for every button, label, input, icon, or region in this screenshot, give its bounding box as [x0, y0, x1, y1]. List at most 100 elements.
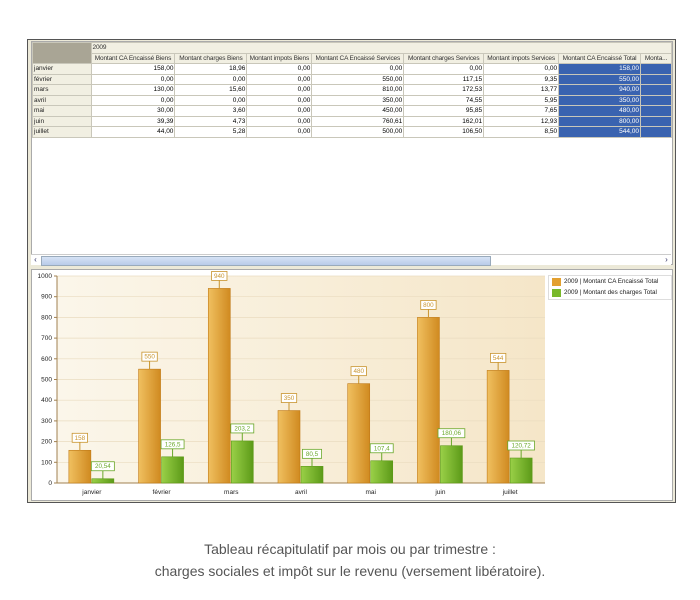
table-cell[interactable]: 158,00 — [558, 63, 642, 75]
table-cell[interactable]: 15,60 — [174, 84, 248, 96]
table-cell[interactable]: 158,00 — [90, 63, 176, 75]
legend-item-ca: 2009 | Montant CA Encaissé Total — [549, 276, 671, 287]
data-label: 940 — [214, 273, 225, 280]
column-header[interactable]: Montant impots Services — [483, 52, 560, 64]
column-header[interactable]: Montant charges Services — [403, 52, 485, 64]
row-header[interactable]: mars — [32, 84, 92, 96]
column-header[interactable]: Montant CA Encaissé Biens — [90, 52, 176, 64]
table-cell[interactable]: 130,00 — [90, 84, 176, 96]
table-cell[interactable]: 810,00 — [311, 84, 405, 96]
year-header[interactable]: 2009 — [90, 42, 672, 54]
table-cell[interactable]: 480,00 — [558, 105, 642, 117]
column-header[interactable]: Montant impots Biens — [246, 52, 313, 64]
table-cell[interactable]: 39,39 — [90, 115, 176, 127]
table-cell[interactable]: 13,77 — [483, 84, 560, 96]
table-cell[interactable]: 0,00 — [403, 63, 485, 75]
bar-charges — [440, 445, 463, 484]
row-header[interactable]: mai — [32, 105, 92, 117]
table-cell[interactable]: 544,00 — [558, 126, 642, 138]
horizontal-scrollbar[interactable]: ‹ › — [31, 254, 671, 266]
column-header[interactable]: Montant CA Encaissé Total — [558, 52, 642, 64]
legend-swatch — [552, 288, 561, 297]
table-cell[interactable]: 4,73 — [174, 115, 248, 127]
table-cell[interactable] — [640, 63, 672, 75]
table-cell[interactable]: 44,00 — [90, 126, 176, 138]
table-cell[interactable]: 5,95 — [483, 94, 560, 106]
table-cell[interactable] — [640, 84, 672, 96]
table-cell[interactable] — [640, 105, 672, 117]
y-tick-label: 500 — [41, 377, 52, 384]
table-row[interactable]: mai 30,00 3,60 0,00 450,00 95,85 7,65 480,00 — [32, 105, 672, 117]
table-cell[interactable]: 0,00 — [246, 84, 313, 96]
y-tick-label: 700 — [41, 335, 52, 342]
column-header[interactable]: Monta... — [640, 52, 672, 64]
data-label-box — [350, 366, 367, 377]
row-header[interactable]: juin — [32, 115, 92, 127]
table-cell[interactable]: 18,96 — [174, 63, 248, 75]
table-cell[interactable]: 117,15 — [403, 73, 485, 85]
table-cell[interactable]: 5,28 — [174, 126, 248, 138]
table-cell[interactable]: 940,00 — [558, 84, 642, 96]
table-cell[interactable]: 0,00 — [246, 126, 313, 138]
table-cell[interactable]: 12,93 — [483, 115, 560, 127]
table-cell[interactable]: 0,00 — [246, 115, 313, 127]
table-cell[interactable] — [640, 73, 672, 85]
table-cell[interactable]: 0,00 — [246, 73, 313, 85]
table-cell[interactable]: 0,00 — [246, 63, 313, 75]
data-label-box — [490, 352, 507, 363]
table-row[interactable]: janvier 158,00 18,96 0,00 0,00 0,00 0,00 158,00 — [32, 63, 672, 75]
table-cell[interactable]: 0,00 — [174, 94, 248, 106]
table-row[interactable]: avril 0,00 0,00 0,00 350,00 74,55 5,95 350,00 — [32, 94, 672, 106]
table-cell[interactable]: 74,55 — [403, 94, 485, 106]
scrollbar-thumb[interactable] — [41, 256, 491, 266]
table-cell[interactable]: 0,00 — [483, 63, 560, 75]
row-header[interactable]: juillet — [32, 126, 92, 138]
table-cell[interactable]: 0,00 — [246, 94, 313, 106]
table-row[interactable]: mars 130,00 15,60 0,00 810,00 172,53 13,77 940,… — [32, 84, 672, 96]
data-label-box — [90, 461, 115, 472]
row-header[interactable]: février — [32, 73, 92, 85]
table-row[interactable]: février 0,00 0,00 0,00 550,00 117,15 9,35 550,0… — [32, 73, 672, 85]
table-cell[interactable] — [640, 126, 672, 138]
bar-ca — [277, 410, 301, 484]
scroll-right-icon[interactable]: › — [665, 255, 668, 264]
table-cell[interactable]: 550,00 — [311, 73, 405, 85]
bar-charges — [230, 440, 254, 484]
table-cell[interactable]: 95,85 — [403, 105, 485, 117]
table-row[interactable]: juin 39,39 4,73 0,00 760,61 162,01 12,93 800,00 — [32, 115, 672, 127]
data-label: 800 — [423, 302, 434, 309]
table-cell[interactable]: 3,60 — [174, 105, 248, 117]
table-cell[interactable]: 9,35 — [483, 73, 560, 85]
table-cell[interactable] — [640, 94, 672, 106]
table-cell[interactable]: 0,00 — [246, 105, 313, 117]
table-cell[interactable]: 30,00 — [90, 105, 176, 117]
data-label-box — [141, 351, 158, 362]
table-cell[interactable]: 106,50 — [403, 126, 485, 138]
column-header[interactable]: Montant CA Encaissé Services — [311, 52, 405, 64]
row-header[interactable]: avril — [32, 94, 92, 106]
table-cell[interactable]: 172,53 — [403, 84, 485, 96]
table-row[interactable]: juillet 44,00 5,28 0,00 500,00 106,50 8,50 544,… — [32, 126, 672, 138]
table-cell[interactable]: 760,61 — [311, 115, 405, 127]
bar-charges — [370, 460, 394, 484]
table-cell[interactable]: 800,00 — [558, 115, 642, 127]
column-header[interactable]: Montant charges Biens — [174, 52, 248, 64]
table-cell[interactable]: 0,00 — [90, 94, 176, 106]
y-tick-label: 100 — [41, 459, 52, 466]
x-tick-label: mai — [365, 489, 375, 496]
table-cell[interactable]: 350,00 — [558, 94, 642, 106]
table-cell[interactable]: 500,00 — [311, 126, 405, 138]
table-cell[interactable]: 0,00 — [174, 73, 248, 85]
scroll-left-icon[interactable]: ‹ — [34, 255, 37, 264]
table-cell[interactable]: 162,01 — [403, 115, 485, 127]
table-cell[interactable]: 0,00 — [90, 73, 176, 85]
row-header[interactable]: janvier — [32, 63, 92, 75]
table-cell[interactable] — [640, 115, 672, 127]
table-cell[interactable]: 550,00 — [558, 73, 642, 85]
table-cell[interactable]: 0,00 — [311, 63, 405, 75]
table-cell[interactable]: 350,00 — [311, 94, 405, 106]
x-tick-label: avril — [295, 489, 307, 496]
table-cell[interactable]: 7,65 — [483, 105, 560, 117]
table-cell[interactable]: 8,50 — [483, 126, 560, 138]
table-cell[interactable]: 450,00 — [311, 105, 405, 117]
